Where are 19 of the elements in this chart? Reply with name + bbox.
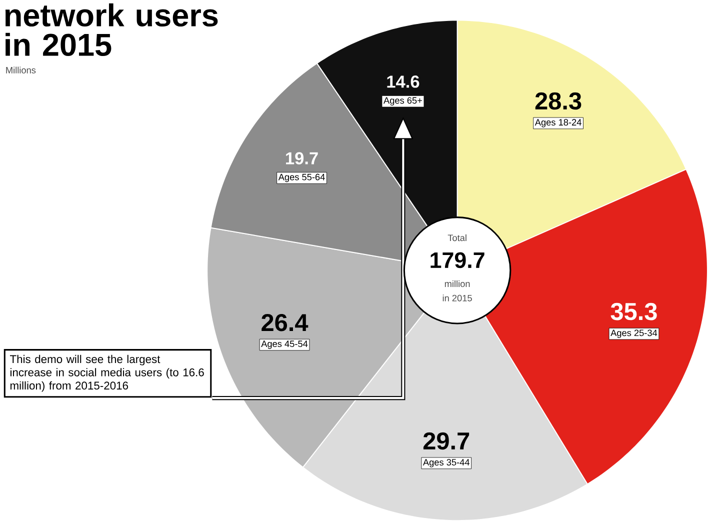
slice-label: Ages 35-44 bbox=[422, 458, 470, 468]
text: in 2015 bbox=[442, 294, 472, 302]
text: Millions bbox=[6, 66, 36, 74]
data-label: 26.4 bbox=[262, 314, 308, 332]
text: million bbox=[444, 280, 470, 288]
text: Total bbox=[448, 234, 466, 242]
data-label: 28.3 bbox=[535, 92, 582, 110]
text: This demo will see the largest increase in social media users (to 16.6 million) from 2015-2016 bbox=[10, 354, 204, 392]
slice-label: Ages 18-24 bbox=[534, 119, 582, 128]
data-label: 35.3 bbox=[610, 302, 657, 320]
data-label: 29.7 bbox=[423, 432, 470, 450]
data-label: 19.7 bbox=[286, 152, 318, 164]
slice-label: Ages 25-34 bbox=[610, 330, 658, 338]
chart-title: network users in 2015 bbox=[5, 3, 218, 56]
slice-label: Ages 45-54 bbox=[261, 340, 308, 349]
slice-label: Ages 65+ bbox=[384, 97, 422, 106]
data-label: 14.6 bbox=[387, 76, 420, 88]
slice-label: Ages 55-64 bbox=[278, 174, 325, 182]
text: 179.7 bbox=[430, 252, 484, 268]
